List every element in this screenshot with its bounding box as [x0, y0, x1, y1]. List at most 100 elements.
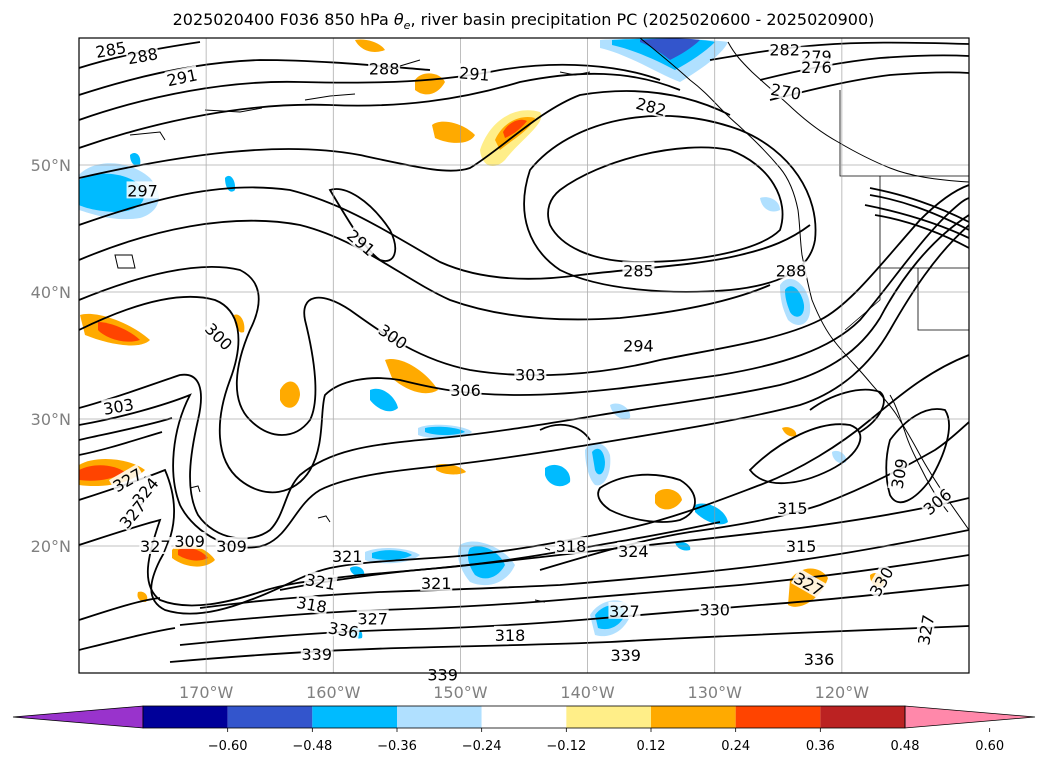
- contour-label-background: [768, 79, 804, 102]
- contour-label-text: 315: [777, 499, 808, 518]
- colorbar-segment: [735, 706, 821, 728]
- contour-label: 318: [294, 592, 329, 617]
- negative-anomaly-patch: [372, 550, 412, 560]
- colorbar-segment: [566, 706, 651, 728]
- positive-anomaly-patch: [178, 547, 208, 561]
- contour-label: 285: [622, 261, 655, 280]
- contour-label: 309: [173, 531, 206, 551]
- positive-anomaly-patch: [385, 359, 438, 394]
- positive-anomaly-patch: [782, 427, 797, 437]
- negative-anomaly-patch: [785, 286, 805, 317]
- colorbar-tick-label: −0.36: [377, 739, 417, 754]
- theta-e-contour: [79, 224, 969, 549]
- coast-island: [304, 93, 356, 101]
- colorbar-segment: [820, 706, 905, 728]
- negative-anomaly-patch: [545, 464, 571, 487]
- state-boundary: [844, 268, 881, 331]
- contour-label-text: 318: [495, 626, 526, 645]
- contour-label-background: [555, 537, 588, 554]
- coast-island: [129, 131, 166, 141]
- contour-label-background: [865, 563, 897, 600]
- contour-label: 309: [215, 537, 248, 556]
- contour-label-background: [125, 44, 160, 67]
- positive-anomaly-patch: [280, 381, 300, 408]
- theta-e-contour: [79, 219, 771, 321]
- contour-label: 288: [368, 59, 401, 78]
- contour-label: 336: [802, 650, 835, 669]
- contour-label-background: [343, 225, 380, 259]
- contour-label-background: [617, 542, 650, 560]
- theta-e-contour: [79, 186, 811, 280]
- positive-anomaly-patch: [98, 322, 140, 342]
- coast-island: [114, 254, 136, 269]
- contour-label-background: [622, 261, 655, 279]
- theta-e-contour: [79, 63, 661, 121]
- colorbar-segment: [143, 706, 228, 728]
- theta-e-contour: [597, 473, 696, 523]
- colorbar-tick-label: 0.48: [891, 739, 920, 754]
- contour-label-text: 285: [623, 261, 654, 280]
- colorbar-tick-label: 0.36: [806, 739, 835, 754]
- contour-label: 288: [125, 44, 160, 68]
- colorbar-segment: [481, 706, 567, 728]
- contour-label-background: [303, 569, 338, 593]
- latitude-tick-labels: 50°N 40°N 30°N 20°N: [31, 156, 71, 556]
- contour-label-background: [494, 625, 527, 643]
- contour-label-background: [139, 537, 172, 554]
- contour-label-background: [331, 547, 364, 565]
- colorbar-extend-max: [904, 705, 1036, 729]
- contour-label-background: [457, 63, 492, 83]
- contour-label-text: 306: [450, 381, 481, 400]
- latitude-tick-label: 20°N: [31, 537, 71, 556]
- contour-label: 327: [608, 601, 641, 621]
- negative-anomaly-patch: [350, 566, 365, 577]
- contour-label: 306: [449, 380, 482, 400]
- contour-label-text: 330: [699, 601, 730, 620]
- contour-label-background: [698, 600, 731, 618]
- contour-label: 327: [139, 537, 172, 556]
- colorbar-tick-label: −0.24: [462, 739, 502, 754]
- contour-label-text: 282: [769, 40, 800, 59]
- contour-label-text: 276: [801, 58, 832, 77]
- contour-label: 324: [617, 542, 650, 561]
- longitude-tick-labels: 170°W 160°W 150°W 140°W 130°W 120°W: [179, 683, 869, 702]
- contour-label-background: [115, 496, 149, 532]
- contour-label-background: [919, 484, 955, 518]
- theta-e-contour: [79, 184, 969, 436]
- contour-label-background: [633, 93, 669, 119]
- contour-label-text: 315: [786, 537, 817, 556]
- coast-island: [317, 515, 331, 523]
- contour-label-background: [326, 618, 361, 641]
- contour-label: 339: [609, 646, 642, 665]
- positive-anomaly-patch: [432, 121, 475, 143]
- contour-label-text: 327: [140, 537, 171, 556]
- colorbar-extend-min: [12, 705, 144, 729]
- contour-label-background: [101, 394, 136, 417]
- contour-label: 339: [300, 644, 333, 664]
- theta-e-contour: [179, 584, 969, 646]
- colorbar-tick-label: 0.24: [721, 739, 750, 754]
- theta-e-contour: [748, 423, 862, 485]
- contour-label-text: 321: [332, 547, 363, 566]
- theta-e-contour: [874, 214, 969, 249]
- state-boundary: [839, 90, 969, 177]
- contour-label: 288: [775, 261, 807, 280]
- contour-label-background: [93, 37, 128, 61]
- title-theta-symbol: θ: [393, 10, 404, 29]
- theta-e-contour: [79, 417, 173, 441]
- contour-label: 315: [785, 537, 818, 556]
- contour-label-text: 303: [515, 366, 546, 385]
- negative-anomaly-patch: [640, 38, 700, 60]
- negative-anomaly-patch: [370, 388, 398, 412]
- map-background: [79, 38, 969, 673]
- theta-e-contour: [79, 72, 681, 149]
- contour-label: 318: [494, 625, 527, 645]
- colorbar-segment: [651, 706, 736, 728]
- negative-anomaly-patch: [832, 450, 847, 464]
- colorbar-segment: [397, 706, 482, 728]
- contour-label-background: [164, 65, 200, 89]
- contour-label: 321: [331, 547, 364, 566]
- theta-e-contour: [869, 194, 969, 231]
